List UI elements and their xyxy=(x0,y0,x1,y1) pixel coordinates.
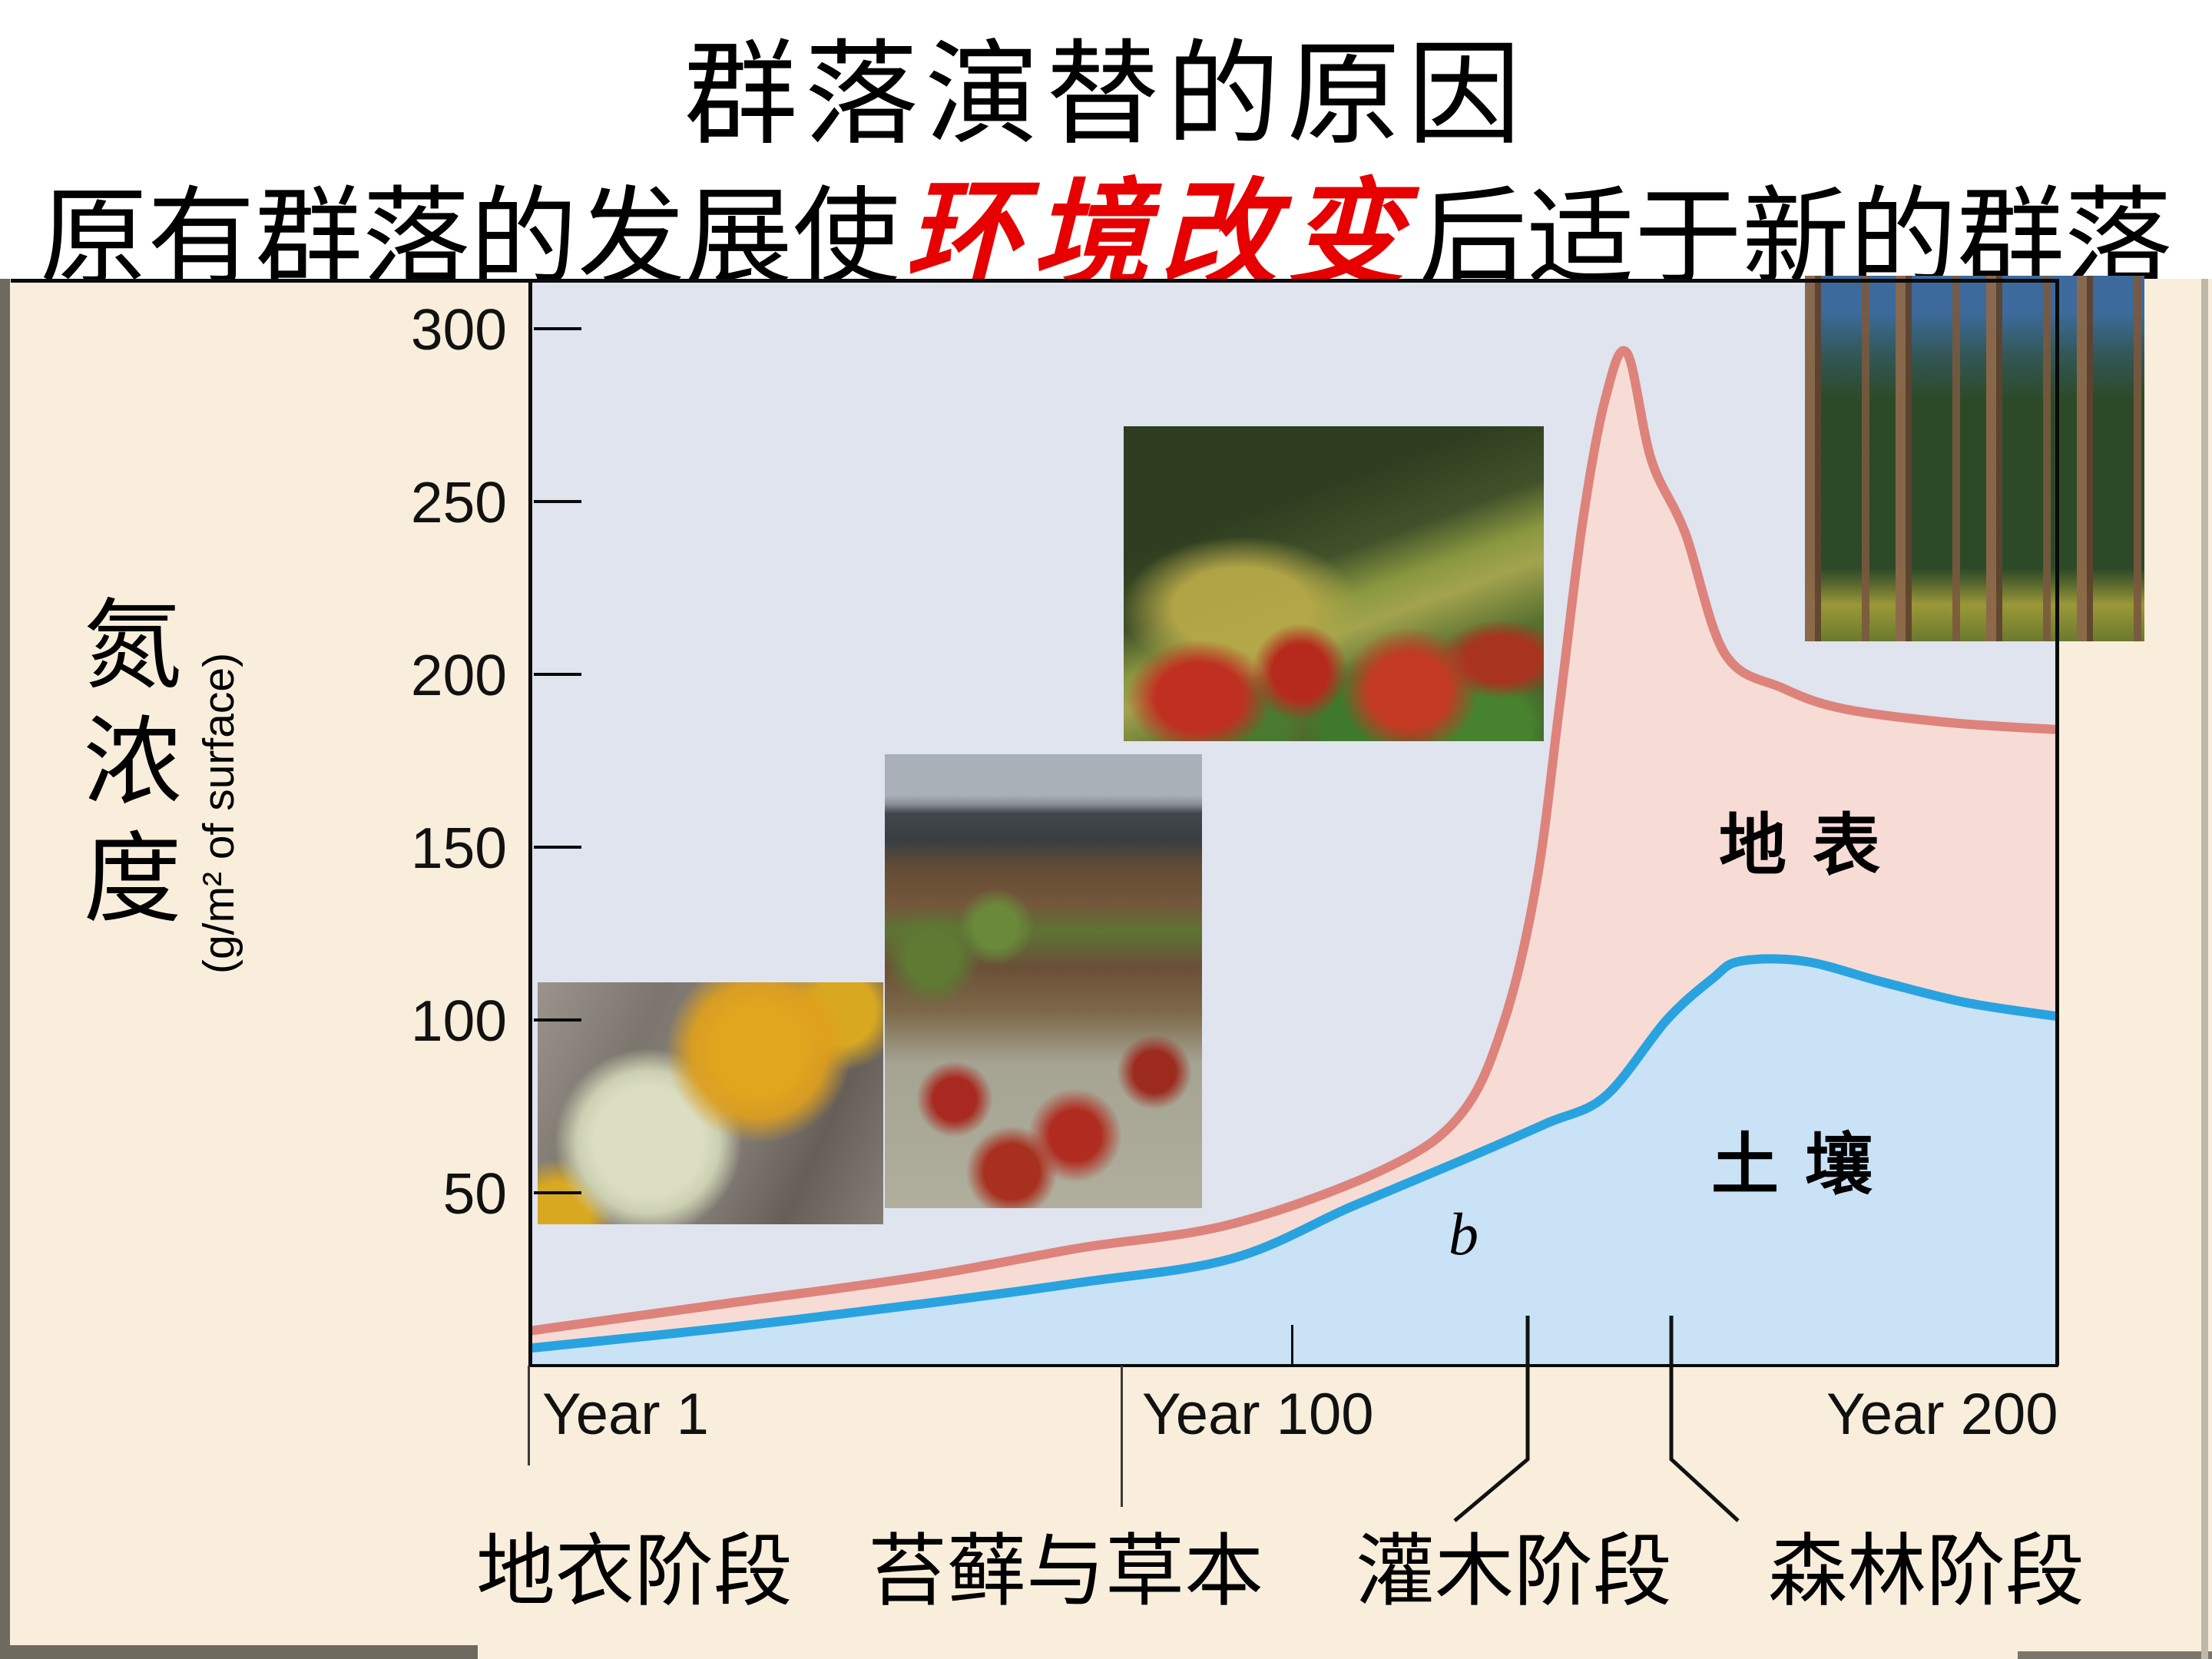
stage-label-shrub: 灌木阶段 xyxy=(1356,1528,1672,1616)
slide-left-edge xyxy=(0,279,10,1659)
forest-stage-photo xyxy=(1805,276,2144,641)
year100-divider xyxy=(1121,1366,1123,1507)
shrub-stage-photo xyxy=(1124,426,1544,741)
page-title: 群落演替的原因 xyxy=(684,33,1528,159)
x-label-year100: Year 100 xyxy=(1142,1382,1374,1447)
y-tick xyxy=(534,1191,581,1194)
y-tick xyxy=(534,1018,581,1022)
y-tick xyxy=(534,327,581,330)
year1-divider xyxy=(528,1366,530,1465)
inner-axis-tick xyxy=(1291,1325,1293,1366)
stage-label-forest: 森林阶段 xyxy=(1768,1528,2085,1616)
y-tick-label: 50 xyxy=(442,1161,507,1226)
x-label-year200: Year 200 xyxy=(1826,1382,2058,1447)
chart-curves xyxy=(528,346,2058,1366)
y-tick xyxy=(534,500,581,503)
slide-right-edge xyxy=(2201,279,2208,1659)
slide-bottom-left-edge xyxy=(0,1645,478,1659)
y-tick xyxy=(534,846,581,849)
y-tick-label: 200 xyxy=(410,643,507,707)
lichen-stage-photo xyxy=(538,982,883,1224)
plot-right-border xyxy=(2055,279,2059,1366)
stage-label-lichen: 地衣阶段 xyxy=(476,1528,793,1616)
x-axis-line xyxy=(528,1364,2058,1367)
y-tick-label: 300 xyxy=(410,297,507,362)
shrub-stage-leader-lines xyxy=(1453,1316,1740,1522)
y-axis-title: 氮浓度 xyxy=(68,593,177,943)
x-label-year1: Year 1 xyxy=(542,1382,709,1447)
y-tick-label: 150 xyxy=(410,816,507,880)
y-tick-label: 100 xyxy=(410,988,507,1053)
y-tick xyxy=(534,673,581,676)
soil-area-label: 土壤 xyxy=(1711,1129,1899,1204)
plot-top-border xyxy=(11,279,2058,283)
stage-label-moss: 苔藓与草本 xyxy=(868,1528,1263,1616)
point-b-annotation: b xyxy=(1449,1200,1479,1267)
y-tick-label: 250 xyxy=(410,470,507,535)
surface-area-label: 地表 xyxy=(1719,810,1907,884)
y-axis-unit: (g/m² of surface) xyxy=(194,652,243,974)
slide-bottom-right-edge xyxy=(2018,1651,2212,1659)
moss-herb-stage-photo xyxy=(885,754,1202,1208)
y-axis-line xyxy=(528,279,532,1366)
